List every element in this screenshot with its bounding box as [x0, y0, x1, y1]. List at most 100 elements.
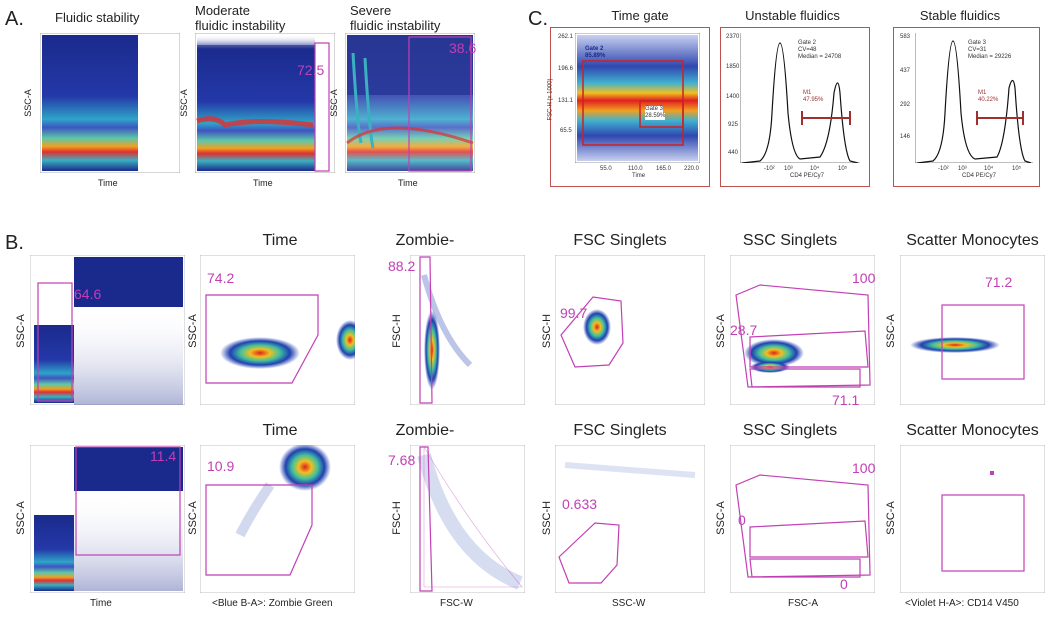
b-r1-plot4-gate-c: 71.1 — [832, 392, 860, 408]
c2-ytick-4: 440 — [728, 150, 739, 156]
panel-c-letter: C. — [528, 8, 548, 30]
c1-ytick-3: 65.5 — [560, 128, 572, 134]
c2-stat3: Median = 24708 — [798, 54, 842, 60]
b-r2-plot4 — [730, 445, 875, 593]
panel-b-letter: B. — [5, 232, 24, 254]
panel-c-plot2 — [740, 33, 860, 163]
c3-xtick-3: 10⁵ — [1012, 166, 1022, 172]
b-r1-plot2-ylabel: FSC-H — [390, 314, 403, 348]
gate2-label: Gate 2 — [585, 46, 604, 52]
c2-xlabel: CD4 PE/Cy7 — [790, 173, 825, 179]
c3-stat2: CV=31 — [968, 47, 987, 53]
panel-a-plot2-xlabel: Time — [253, 178, 273, 188]
gate2-pct: 85.89% — [585, 53, 606, 59]
c3-ytick-3: 146 — [900, 134, 911, 140]
b-r1-plot5-ylabel: SSC-A — [884, 314, 897, 348]
b-r1-plot2 — [410, 255, 525, 405]
panel-c-plot3 — [915, 33, 1033, 163]
b-r2-plot2-ylabel: FSC-H — [390, 501, 403, 535]
b-col-title-zombie-r1: Zombie- — [395, 232, 455, 249]
b-col-title-mono-r1: Scatter Monocytes — [906, 232, 1039, 249]
panel-a-plot3-ylabel: SSC-A — [328, 89, 339, 117]
b-r2-plot4-gate-a: 100 — [852, 460, 876, 476]
b-r2-plot3-xlabel: SSC-W — [612, 598, 646, 609]
gate3-pct: 28.59% — [645, 113, 666, 120]
b-r2-plot1 — [200, 445, 355, 593]
b-col-title-fsc-r1: FSC Singlets — [573, 232, 667, 249]
c3-marker-pct: 40.22% — [978, 97, 999, 103]
b-r1-plot3-ylabel: SSC-H — [541, 313, 554, 349]
b-col-title-ssc-r2: SSC Singlets — [742, 422, 838, 439]
b-col-title-zombie-r2: Zombie- — [395, 422, 455, 439]
panel-a-letter: A. — [5, 8, 24, 30]
panel-c-plot2-frame — [720, 27, 870, 187]
c1-ytick-1: 196.6 — [558, 66, 574, 72]
panel-a-plot1-title: Fluidic stability — [55, 10, 140, 25]
b-r1-plot1 — [200, 255, 355, 405]
panel-a-plot2 — [195, 33, 335, 173]
panel-a-plot1 — [40, 33, 180, 173]
b-r2-plot1-xlabel: <Blue B-A>: Zombie Green — [212, 598, 333, 609]
c3-stat1: Gate 3 — [968, 40, 987, 46]
panel-c-plot1-title: Time gate — [611, 8, 669, 23]
b-r2-plot1-gate: 10.9 — [207, 458, 235, 474]
c3-xlabel: CD4 PE/Cy7 — [962, 173, 997, 179]
c1-ytick-0: 262.1 — [558, 34, 574, 40]
b-r1-plot1-gate: 74.2 — [207, 270, 235, 286]
b-r2-plot2-gate: 7.68 — [388, 452, 416, 468]
b-col-title-ssc-r1: SSC Singlets — [742, 232, 838, 249]
panel-a-plot1-xlabel: Time — [98, 178, 118, 188]
c2-marker-pct: 47.95% — [803, 97, 824, 103]
c2-ytick-1: 1850 — [726, 64, 740, 70]
b-r2-plot3 — [555, 445, 705, 593]
panel-a-plot2-gate: 72.5 — [297, 62, 325, 78]
panel-a-plot3 — [345, 33, 475, 173]
c2-xtick-1: 10³ — [784, 166, 793, 172]
c2-stat1: Gate 2 — [798, 40, 817, 46]
b-col-title-time-r1: Time — [262, 232, 298, 249]
b-r1-plot5-gate: 71.2 — [985, 274, 1013, 290]
c3-marker: M1 — [978, 90, 987, 96]
panel-c-plot3-frame — [893, 27, 1040, 187]
b-r1-plot0 — [30, 255, 185, 405]
panel-c-plot2-title: Unstable fluidics — [745, 8, 840, 23]
b-r2-plot5-ylabel: SSC-A — [884, 501, 897, 535]
b-r2-plot0 — [30, 445, 185, 593]
b-r2-plot4-gate-b: 0 — [738, 512, 746, 528]
b-r2-plot5-xlabel: <Violet H-A>: CD14 V450 — [905, 598, 1019, 609]
panel-a-plot3-xlabel: Time — [398, 178, 418, 188]
b-r1-plot3 — [555, 255, 705, 405]
b-r2-plot4-gate-c: 0 — [840, 576, 848, 592]
b-r1-plot0-ylabel: SSC-A — [14, 314, 27, 348]
b-r1-plot5 — [900, 255, 1045, 405]
c2-ytick-0: 2370 — [726, 34, 740, 40]
c2-xtick-0: -10² — [764, 166, 775, 172]
c1-xtick-1: 110.0 — [628, 166, 643, 172]
b-r1-plot2-gate: 88.2 — [388, 258, 416, 274]
c2-ytick-3: 925 — [728, 122, 739, 128]
c2-marker: M1 — [803, 90, 812, 96]
b-r1-plot0-gate: 64.6 — [74, 286, 102, 302]
c1-xtick-2: 165.0 — [656, 166, 672, 172]
b-r1-plot4 — [730, 255, 875, 405]
b-r1-plot3-gate: 99.7 — [560, 305, 588, 321]
c3-ytick-0: 583 — [900, 34, 911, 40]
b-col-title-fsc-r2: FSC Singlets — [573, 422, 667, 439]
b-r2-plot1-ylabel: SSC-A — [186, 501, 199, 535]
panel-a-plot2-title: Moderate fluidic instability — [195, 3, 286, 33]
b-r1-plot4-ylabel: SSC-A — [714, 314, 727, 348]
b-r2-plot0-xlabel: Time — [90, 598, 112, 609]
c3-ytick-2: 292 — [900, 102, 911, 108]
b-r2-plot0-gate: 11.4 — [150, 448, 177, 464]
c2-stat2: CV=48 — [798, 47, 817, 53]
c2-xtick-2: 10⁴ — [810, 166, 820, 172]
b-r2-plot2 — [410, 445, 525, 593]
b-r1-plot4-gate-b: 28.7 — [730, 322, 758, 338]
panel-c-plot1 — [575, 33, 700, 163]
b-col-title-mono-r2: Scatter Monocytes — [906, 422, 1039, 439]
c1-ylabel: FSC-H (x 1000) — [547, 78, 554, 121]
b-r2-plot3-ylabel: SSC-H — [541, 500, 554, 536]
c3-xtick-0: -10² — [938, 166, 949, 172]
b-r2-plot0-ylabel: SSC-A — [14, 501, 27, 535]
c1-xtick-0: 55.0 — [600, 166, 612, 172]
